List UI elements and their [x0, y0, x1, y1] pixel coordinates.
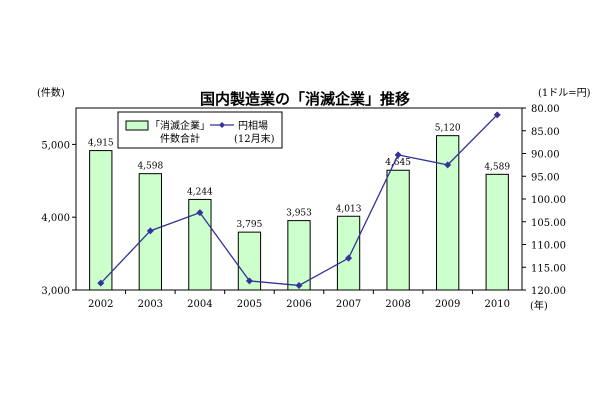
line-point	[245, 277, 253, 285]
x-tick-label: 2005	[237, 299, 262, 310]
legend-line-label-line2: (12月末)	[234, 132, 275, 145]
right-tick-label: 110.00	[531, 241, 566, 252]
x-tick-label: 2007	[336, 299, 361, 310]
left-axis: 3,000 4,000 5,000	[41, 140, 76, 297]
legend-bar-label-line2: 件数合計	[160, 132, 200, 145]
right-axis: 80.00 85.00 90.00 95.00 100.00 105.00 110.00 11…	[522, 104, 566, 297]
right-axis-unit: (1ドル=円)	[538, 88, 591, 99]
bar	[485, 173, 509, 291]
right-tick-label: 100.00	[531, 195, 566, 206]
left-tick-label: 3,000	[41, 286, 70, 297]
bar-value-label: 4,915	[88, 139, 114, 149]
legend-line-label-line1: 円相場	[238, 119, 268, 132]
right-tick-label: 105.00	[531, 218, 566, 229]
x-tick-label: 2003	[138, 299, 163, 310]
x-axis: 2002 2003 2004 2005 2006 2007 2008 2009 2010	[88, 290, 510, 310]
bar-value-label: 3,795	[237, 220, 263, 230]
right-tick-label: 120.00	[531, 286, 566, 297]
line-point	[444, 161, 452, 169]
line-point	[394, 151, 402, 159]
legend-line-marker	[219, 122, 225, 128]
left-axis-unit: (件数)	[37, 86, 65, 99]
right-tick-label: 90.00	[531, 150, 560, 161]
line-point	[196, 209, 204, 217]
bar-series: 4,915 4,598 4,244 3,795 3,953 4,013 4,645 5,120…	[88, 124, 510, 291]
right-tick-label: 80.00	[531, 104, 560, 115]
bar	[436, 135, 460, 291]
legend-bar-swatch	[125, 120, 149, 131]
bar-value-label: 4,645	[385, 158, 411, 168]
bar	[386, 169, 410, 291]
legend-bar-label-line1: 「消滅企業」	[150, 119, 210, 132]
bar-value-label: 4,589	[484, 162, 510, 172]
x-tick-label: 2010	[484, 299, 509, 310]
bar	[287, 220, 311, 291]
x-tick-label: 2009	[435, 299, 460, 310]
left-tick-label: 4,000	[41, 213, 70, 224]
left-tick-label: 5,000	[41, 140, 70, 151]
bar-value-label: 4,244	[187, 187, 213, 197]
x-tick-label: 2008	[385, 299, 410, 310]
bar	[188, 198, 212, 291]
line-point	[493, 111, 501, 119]
x-tick-label: 2006	[286, 299, 311, 310]
bar-value-label: 5,120	[435, 124, 461, 134]
x-tick-label: 2002	[88, 299, 113, 310]
chart-title: 国内製造業の「消滅企業」推移	[200, 90, 410, 108]
legend: 「消滅企業」 件数合計 円相場 (12月末)	[117, 111, 283, 149]
bar	[237, 231, 262, 291]
right-tick-label: 115.00	[531, 263, 566, 274]
line-point	[345, 254, 353, 262]
bar-value-label: 4,013	[336, 204, 362, 214]
x-axis-unit: (年)	[530, 299, 548, 312]
right-tick-label: 85.00	[531, 127, 560, 138]
line-point	[97, 279, 105, 287]
line-point	[295, 281, 303, 289]
right-tick-label: 95.00	[531, 172, 560, 183]
line-point	[146, 227, 154, 235]
bar	[89, 150, 113, 291]
bar-value-label: 4,598	[137, 162, 163, 172]
x-tick-label: 2004	[187, 299, 212, 310]
bar	[336, 215, 361, 291]
bar-value-label: 3,953	[286, 209, 312, 219]
line-series	[97, 111, 501, 289]
